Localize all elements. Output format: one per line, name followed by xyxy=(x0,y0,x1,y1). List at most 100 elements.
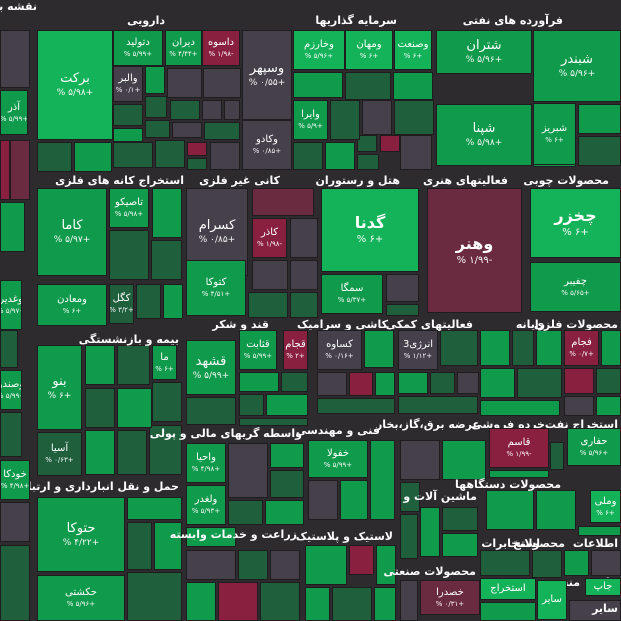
stock-tile[interactable] xyxy=(281,372,308,392)
stock-tile[interactable]: وملی% ۶+ xyxy=(590,490,621,523)
stock-tile[interactable] xyxy=(394,100,434,135)
stock-tile[interactable] xyxy=(305,545,347,585)
stock-tile[interactable] xyxy=(480,602,536,621)
stock-tile[interactable] xyxy=(357,154,379,170)
stock-tile[interactable] xyxy=(187,158,207,170)
stock-tile[interactable]: کساوه % ۰/۱۶+ xyxy=(317,330,362,370)
stock-tile[interactable] xyxy=(290,292,318,318)
stock-tile[interactable] xyxy=(340,480,368,520)
stock-tile[interactable]: فجام % ۰/۷+ xyxy=(564,330,599,366)
stock-tile[interactable] xyxy=(74,142,112,172)
stock-tile[interactable] xyxy=(270,470,304,498)
stock-tile[interactable] xyxy=(238,550,268,580)
stock-tile[interactable]: وغدیر % ۵/۹۷+ xyxy=(0,280,22,330)
stock-tile[interactable]: داسوه % ۱/۹۸- xyxy=(202,30,240,66)
stock-tile[interactable] xyxy=(149,425,182,475)
stock-tile[interactable] xyxy=(10,140,30,200)
stock-tile[interactable] xyxy=(591,550,621,576)
stock-tile[interactable] xyxy=(0,545,30,621)
stock-tile[interactable] xyxy=(228,500,263,525)
stock-tile[interactable] xyxy=(345,72,391,100)
stock-tile[interactable] xyxy=(550,442,564,470)
stock-tile[interactable] xyxy=(113,128,143,142)
stock-tile[interactable] xyxy=(109,230,149,280)
stock-tile[interactable] xyxy=(325,142,355,170)
stock-tile[interactable] xyxy=(457,372,479,394)
stock-tile[interactable] xyxy=(601,330,621,366)
stock-tile[interactable]: وکادو % ۰/۸۵+ xyxy=(242,120,292,170)
stock-tile[interactable] xyxy=(486,490,534,530)
stock-tile[interactable]: چخزر % ۶+ xyxy=(530,188,621,258)
stock-tile[interactable] xyxy=(357,135,377,152)
stock-tile[interactable] xyxy=(113,142,153,168)
stock-tile[interactable] xyxy=(536,330,562,366)
stock-tile[interactable] xyxy=(136,284,161,319)
stock-tile[interactable] xyxy=(364,330,394,368)
stock-tile[interactable]: قثابت % ۵/۹۹+ xyxy=(239,330,277,370)
stock-tile[interactable] xyxy=(127,522,152,570)
stock-tile[interactable] xyxy=(380,135,400,152)
stock-tile[interactable] xyxy=(442,533,478,557)
stock-tile[interactable] xyxy=(290,218,318,258)
stock-tile[interactable] xyxy=(442,440,486,480)
stock-tile[interactable] xyxy=(203,68,241,98)
stock-tile[interactable] xyxy=(564,396,594,416)
stock-tile[interactable] xyxy=(239,418,308,426)
stock-tile[interactable] xyxy=(170,100,200,120)
stock-tile[interactable] xyxy=(317,398,395,414)
stock-tile[interactable] xyxy=(564,550,589,576)
stock-tile[interactable] xyxy=(151,240,182,280)
stock-tile[interactable]: وسپهر % ۰/۵۵+ xyxy=(242,30,292,120)
stock-tile[interactable] xyxy=(85,388,115,428)
stock-tile[interactable]: ومعادن % ۶+ xyxy=(37,284,107,326)
stock-tile[interactable] xyxy=(248,292,288,318)
stock-tile[interactable] xyxy=(308,480,338,520)
stock-tile[interactable]: چفیبر % ۵/۶۵+ xyxy=(530,262,621,312)
stock-tile[interactable] xyxy=(370,440,395,520)
stock-tile[interactable] xyxy=(186,582,216,621)
stock-tile[interactable] xyxy=(218,582,258,621)
stock-tile[interactable] xyxy=(270,550,300,580)
stock-tile[interactable] xyxy=(85,430,115,475)
stock-tile[interactable]: واحیا % ۴/۹۸+ xyxy=(186,443,226,483)
stock-tile[interactable] xyxy=(265,500,304,525)
stock-tile[interactable] xyxy=(564,368,594,394)
stock-tile[interactable] xyxy=(202,100,222,120)
stock-tile[interactable] xyxy=(317,372,347,396)
stock-tile[interactable] xyxy=(532,550,562,578)
stock-tile[interactable] xyxy=(145,66,165,94)
stock-tile[interactable]: تاصیکو % ۵/۹۸+ xyxy=(109,188,149,228)
stock-tile[interactable] xyxy=(578,526,621,536)
stock-tile[interactable] xyxy=(117,430,147,475)
stock-tile[interactable] xyxy=(154,522,182,570)
stock-tile[interactable]: حتوکا% ۴/۲۲+ xyxy=(37,497,125,572)
stock-tile[interactable] xyxy=(204,122,240,140)
stock-tile[interactable]: دتولید % ۵/۹۹+ xyxy=(113,30,163,66)
stock-tile[interactable]: گدنا % ۶+ xyxy=(321,188,419,272)
stock-tile[interactable] xyxy=(376,545,396,585)
stock-tile[interactable] xyxy=(596,396,621,416)
stock-tile[interactable]: جاپ xyxy=(585,578,621,596)
stock-tile[interactable] xyxy=(152,188,182,238)
stock-tile[interactable]: قجام % ۲+ xyxy=(283,330,308,370)
stock-tile[interactable] xyxy=(596,368,621,394)
stock-tile[interactable]: آسیا % ۰/۶۳+ xyxy=(37,432,82,476)
stock-tile[interactable]: وصندو % ۵/۹۹+ xyxy=(0,370,22,410)
stock-tile[interactable]: وخارزم % ۵/۹۶+ xyxy=(293,30,345,70)
stock-tile[interactable]: آذر% ۵/۹۹+ xyxy=(0,90,28,135)
stock-tile[interactable] xyxy=(386,304,419,316)
stock-tile[interactable]: وهنر% ۱/۹۹- xyxy=(427,188,522,313)
stock-tile[interactable]: ولغدر % ۵/۹۳+ xyxy=(186,485,226,525)
stock-tile[interactable] xyxy=(330,100,360,140)
stock-tile[interactable]: سایر xyxy=(537,580,567,620)
stock-tile[interactable]: شتران % ۵/۹۶+ xyxy=(436,30,532,74)
stock-tile[interactable] xyxy=(85,345,115,385)
stock-tile[interactable]: وایرا % ۵/۹+ xyxy=(293,100,328,140)
stock-tile[interactable] xyxy=(163,284,183,319)
stock-tile[interactable] xyxy=(0,140,10,200)
stock-tile[interactable] xyxy=(332,587,372,621)
stock-tile[interactable] xyxy=(480,368,515,398)
stock-tile[interactable] xyxy=(578,104,621,134)
stock-tile[interactable] xyxy=(167,68,202,98)
stock-tile[interactable] xyxy=(398,396,478,414)
